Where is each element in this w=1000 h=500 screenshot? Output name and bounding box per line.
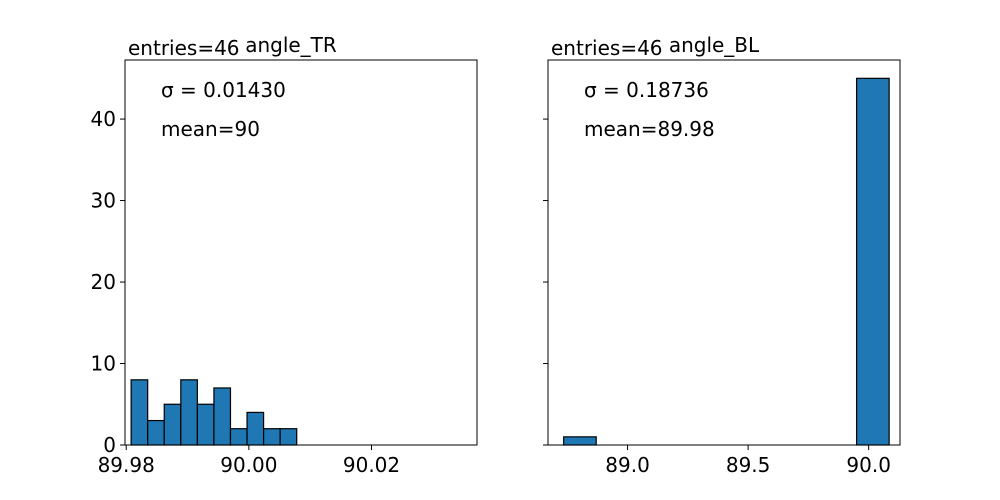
histogram-bar-10: [279, 428, 298, 446]
y-tick-label: 40: [91, 107, 116, 131]
sigma-annotation: σ = 0.18736: [584, 78, 709, 102]
plot-frame: [124, 59, 478, 446]
chart-title: angle_BL: [669, 33, 760, 57]
y-tick-label: 0: [103, 433, 116, 457]
histogram-bar-3: [163, 403, 182, 446]
histogram-bar-1: [563, 436, 597, 446]
histogram-bar-10: [856, 77, 890, 446]
histogram-bar-9: [262, 428, 281, 446]
histogram-bar-8: [246, 411, 265, 446]
histogram-bar-2: [147, 419, 165, 446]
sigma-annotation: σ = 0.01430: [161, 78, 286, 102]
mean-annotation: mean=89.98: [584, 117, 715, 141]
chart-title: angle_TR: [245, 33, 337, 57]
y-tick-label: 30: [91, 189, 116, 213]
x-tick-label: 89.0: [605, 453, 650, 477]
histogram-panel-2: 89.0 89.5 90.0 entries=46 angle_BL σ = 0.1873…: [543, 33, 901, 477]
histogram-bar-6: [213, 387, 232, 446]
x-tick-label: 89.5: [726, 453, 771, 477]
x-tick-label: 90.00: [220, 453, 277, 477]
mean-annotation: mean=90: [161, 117, 260, 141]
histogram-bar-7: [229, 428, 248, 446]
histogram-bar-5: [196, 403, 215, 446]
histogram-bar-1: [130, 379, 149, 446]
entries-label: entries=46: [128, 36, 240, 60]
x-tick-label: 90.02: [343, 453, 400, 477]
x-tick-label: 89.98: [98, 453, 155, 477]
x-tick-label: 90.0: [846, 453, 891, 477]
histogram-bar-4: [180, 379, 198, 446]
plot-frame: [547, 59, 901, 446]
y-tick-label: 20: [91, 270, 116, 294]
entries-label: entries=46: [551, 36, 663, 60]
y-tick-label: 10: [91, 352, 116, 376]
histogram-panel-1: 89.98 90.00 90.02 0 10 20 30 40 entries=46 angle_…: [91, 33, 478, 477]
